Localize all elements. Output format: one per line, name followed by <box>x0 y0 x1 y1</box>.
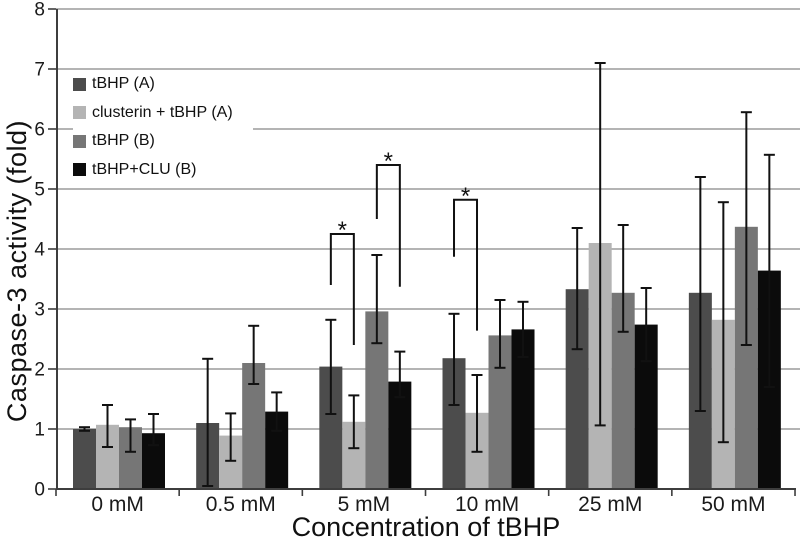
legend-item-tbhp-clu-b: tBHP+CLU (B) <box>73 156 253 185</box>
bar <box>242 363 266 489</box>
bar <box>565 289 589 489</box>
legend-item-tbhp-b: tBHP (B) <box>73 127 253 156</box>
legend-swatch-tbhp-b <box>73 134 86 148</box>
y-tick-label: 6 <box>34 120 45 141</box>
legend: tBHP (A) clusterin + tBHP (A) tBHP (B) t… <box>73 70 253 184</box>
bar <box>634 324 658 489</box>
legend-label: tBHP (B) <box>92 132 155 150</box>
y-tick-label: 7 <box>34 60 45 81</box>
bar <box>342 421 366 489</box>
y-tick-label: 0 <box>34 480 45 501</box>
significance-asterisk: * <box>338 217 347 244</box>
bar <box>365 311 389 489</box>
bar <box>511 329 535 489</box>
significance-asterisk: * <box>384 148 393 175</box>
legend-swatch-tbhp-clu-b <box>73 163 86 177</box>
bar <box>219 435 243 489</box>
legend-label: tBHP+CLU (B) <box>92 160 197 178</box>
x-category-label: 50 mM <box>701 493 765 516</box>
legend-label: clusterin + tBHP (A) <box>92 103 233 121</box>
bar <box>611 292 635 489</box>
bar <box>96 424 119 489</box>
y-tick-label: 5 <box>34 180 45 201</box>
bar <box>142 433 165 489</box>
x-category-label: 0 mM <box>91 493 144 516</box>
bar <box>488 335 512 489</box>
y-tick-label: 3 <box>34 300 45 321</box>
y-axis-title: Caspase-3 activity (fold) <box>2 119 32 423</box>
legend-label: tBHP (A) <box>92 75 155 93</box>
y-tick-label: 1 <box>34 420 45 441</box>
x-category-label: 25 mM <box>578 493 642 516</box>
y-tick-label: 4 <box>34 240 45 261</box>
x-category-label: 5 mM <box>338 493 391 516</box>
bar <box>119 427 142 489</box>
legend-item-tbhp-a: tBHP (A) <box>73 70 253 99</box>
significance-bracket <box>329 233 355 345</box>
legend-item-clusterin-tbhp-a: clusterin + tBHP (A) <box>73 99 253 128</box>
bar <box>388 381 412 489</box>
significance-bracket <box>453 198 479 331</box>
legend-swatch-clusterin-tbhp-a <box>73 106 86 120</box>
bar <box>442 358 466 489</box>
legend-swatch-tbhp-a <box>73 77 86 91</box>
bar <box>265 411 289 489</box>
y-tick-label: 2 <box>34 360 45 381</box>
bar <box>734 226 758 490</box>
bar <box>319 366 343 489</box>
x-category-label: 10 mM <box>455 493 519 516</box>
bar <box>73 429 96 489</box>
x-axis-title: Concentration of tBHP <box>291 512 561 542</box>
x-category-label: 0.5 mM <box>206 493 276 516</box>
significance-bracket <box>375 164 401 287</box>
significance-asterisk: * <box>461 183 470 210</box>
y-tick-label: 8 <box>34 0 45 21</box>
